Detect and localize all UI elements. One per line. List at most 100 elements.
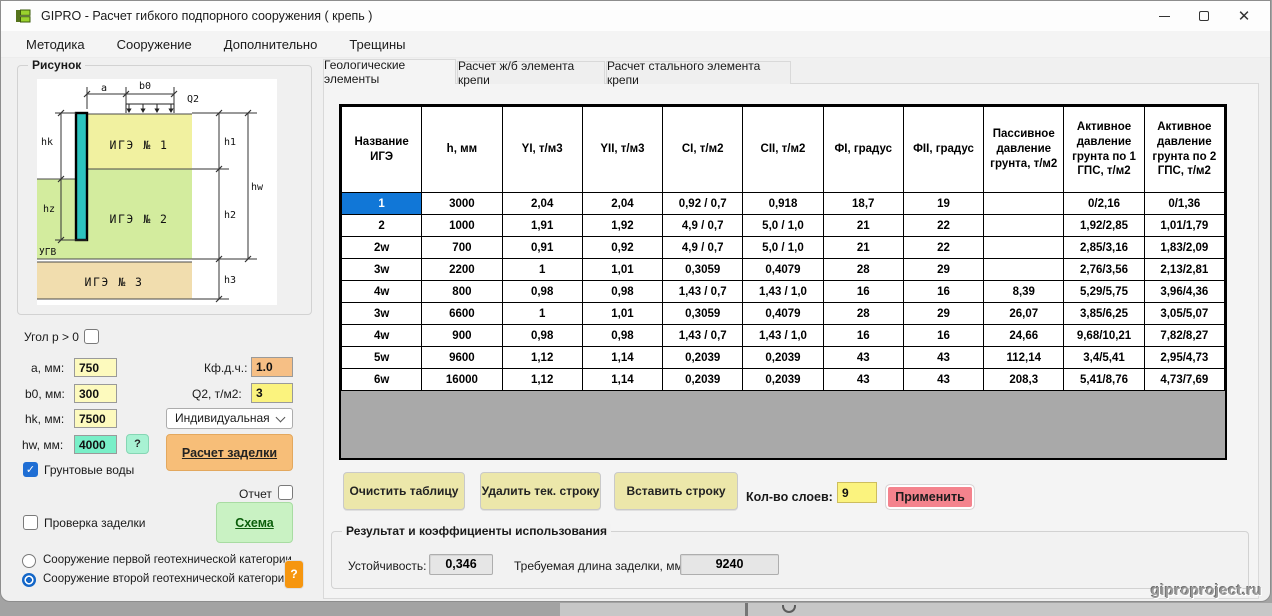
table-cell[interactable]: 900 (422, 325, 502, 347)
table-cell[interactable]: 1,01 (582, 303, 662, 325)
method-select[interactable]: Индивидуальная (166, 408, 293, 429)
table-cell[interactable]: 1 (502, 303, 582, 325)
calc-embed-button[interactable]: Расчет заделки (166, 434, 293, 471)
table-cell[interactable]: 21 (823, 215, 903, 237)
table-cell[interactable]: 2,95/4,73 (1144, 347, 1224, 369)
table-cell[interactable]: 16000 (422, 369, 502, 391)
table-cell[interactable]: 29 (903, 303, 983, 325)
table-cell[interactable]: 2,85/3,16 (1064, 237, 1144, 259)
category-help-button[interactable]: ? (284, 560, 304, 589)
a-input[interactable] (74, 358, 117, 377)
tab-steel[interactable]: Расчет стального элемента крепи (606, 61, 791, 84)
table-cell[interactable]: 5,41/8,76 (1064, 369, 1144, 391)
table-cell[interactable]: 1,01 (582, 259, 662, 281)
table-cell[interactable]: 6600 (422, 303, 502, 325)
table-cell[interactable]: 0,98 (582, 325, 662, 347)
table-cell[interactable]: 28 (823, 259, 903, 281)
table-cell[interactable]: 0,4079 (743, 303, 823, 325)
table-cell[interactable]: 43 (823, 347, 903, 369)
table-cell[interactable]: 4,9 / 0,7 (663, 237, 743, 259)
tab-concrete[interactable]: Расчет ж/б элемента крепи (457, 61, 605, 84)
table-cell[interactable]: 112,14 (984, 347, 1064, 369)
schema-button[interactable]: Схема (216, 502, 293, 543)
table-cell[interactable]: 1,43 / 0,7 (663, 281, 743, 303)
table-cell[interactable]: 208,3 (984, 369, 1064, 391)
table-cell[interactable]: 0,2039 (743, 369, 823, 391)
table-cell[interactable]: 0,3059 (663, 259, 743, 281)
table-cell[interactable] (984, 259, 1064, 281)
table-cell[interactable]: 16 (823, 281, 903, 303)
table-cell[interactable]: 7,82/8,27 (1144, 325, 1224, 347)
table-cell[interactable]: 0,98 (502, 325, 582, 347)
delete-row-button[interactable]: Удалить тек. строку (480, 472, 601, 510)
table-cell[interactable]: 2,04 (502, 193, 582, 215)
table-cell[interactable]: 21 (823, 237, 903, 259)
insert-row-button[interactable]: Вставить строку (614, 472, 738, 510)
layers-count-input[interactable] (837, 482, 877, 503)
table-cell[interactable]: 26,07 (984, 303, 1064, 325)
table-cell[interactable]: 0,918 (743, 193, 823, 215)
hw-help-button[interactable]: ? (126, 434, 149, 454)
table-cell[interactable]: 1,91 (502, 215, 582, 237)
table-cell[interactable]: 1 (502, 259, 582, 281)
maximize-button[interactable] (1184, 1, 1224, 31)
minimize-button[interactable] (1144, 1, 1184, 31)
table-cell[interactable]: 5,0 / 1,0 (743, 215, 823, 237)
table-cell[interactable]: 1,83/2,09 (1144, 237, 1224, 259)
table-cell[interactable]: 9600 (422, 347, 502, 369)
check-embed-checkbox[interactable] (23, 515, 38, 530)
table-cell[interactable]: 1,14 (582, 347, 662, 369)
table-cell[interactable]: 16 (823, 325, 903, 347)
table-cell[interactable]: 2,13/2,81 (1144, 259, 1224, 281)
table-cell[interactable]: 2 (342, 215, 422, 237)
table-cell[interactable]: 28 (823, 303, 903, 325)
table-cell[interactable]: 0,2039 (743, 347, 823, 369)
table-cell[interactable]: 1,01/1,79 (1144, 215, 1224, 237)
table-cell[interactable]: 1,12 (502, 347, 582, 369)
table-cell[interactable]: 5,0 / 1,0 (743, 237, 823, 259)
table-cell[interactable]: 43 (903, 369, 983, 391)
report-checkbox[interactable] (278, 485, 293, 500)
table-cell[interactable]: 3,85/6,25 (1064, 303, 1144, 325)
table-cell[interactable]: 0/1,36 (1144, 193, 1224, 215)
hk-input[interactable] (74, 409, 117, 428)
table-cell[interactable]: 22 (903, 237, 983, 259)
category2-radio[interactable] (22, 573, 36, 587)
table-cell[interactable]: 19 (903, 193, 983, 215)
table-cell[interactable]: 6w (342, 369, 422, 391)
angle-checkbox[interactable] (84, 329, 99, 344)
table-cell[interactable]: 43 (903, 347, 983, 369)
apply-button[interactable]: Применить (885, 484, 975, 510)
table-cell[interactable]: 1,43 / 1,0 (743, 281, 823, 303)
table-cell[interactable]: 4,73/7,69 (1144, 369, 1224, 391)
table-cell[interactable]: 3w (342, 259, 422, 281)
table-cell[interactable]: 3,05/5,07 (1144, 303, 1224, 325)
table-cell[interactable]: 2w (342, 237, 422, 259)
close-button[interactable]: ✕ (1224, 1, 1264, 31)
table-cell[interactable]: 800 (422, 281, 502, 303)
table-cell[interactable]: 16 (903, 325, 983, 347)
table-cell[interactable]: 29 (903, 259, 983, 281)
table-cell[interactable]: 43 (823, 369, 903, 391)
q2-input[interactable] (251, 383, 293, 403)
table-cell[interactable]: 3,96/4,36 (1144, 281, 1224, 303)
table-cell[interactable]: 1,92/2,85 (1064, 215, 1144, 237)
table-cell[interactable]: 3000 (422, 193, 502, 215)
table-cell[interactable]: 700 (422, 237, 502, 259)
table-cell[interactable]: 0,3059 (663, 303, 743, 325)
table-cell[interactable]: 0,92 / 0,7 (663, 193, 743, 215)
table-cell[interactable]: 1 (342, 193, 422, 215)
table-cell[interactable]: 1,43 / 1,0 (743, 325, 823, 347)
table-cell[interactable]: 24,66 (984, 325, 1064, 347)
menu-sooruzhenie[interactable]: Сооружение (117, 37, 192, 52)
hw-input[interactable] (74, 435, 117, 454)
table-cell[interactable]: 16 (903, 281, 983, 303)
table-cell[interactable]: 0,98 (502, 281, 582, 303)
kf-input[interactable] (251, 357, 293, 377)
table-cell[interactable]: 2,76/3,56 (1064, 259, 1144, 281)
table-cell[interactable]: 1,12 (502, 369, 582, 391)
menu-dopolnitelno[interactable]: Дополнительно (224, 37, 318, 52)
table-cell[interactable]: 0,91 (502, 237, 582, 259)
clear-table-button[interactable]: Очистить таблицу (343, 472, 465, 510)
table-cell[interactable]: 2,04 (582, 193, 662, 215)
